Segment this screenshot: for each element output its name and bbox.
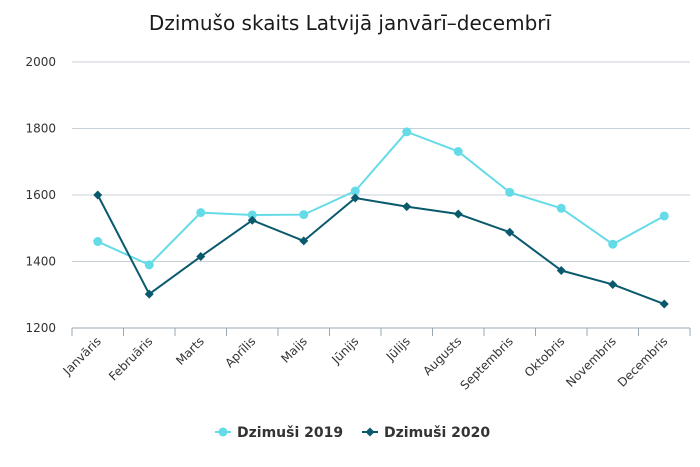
data-point[interactable] [505, 227, 515, 237]
chart-title: Dzimušo skaits Latvijā janvārī–decembrī [149, 11, 552, 35]
data-point[interactable] [402, 127, 412, 137]
y-axis-ticks: 1200 1400 1600 1800 2000 [25, 55, 56, 335]
data-point[interactable] [93, 190, 103, 200]
x-tick-label: Marts [173, 334, 207, 368]
x-tick-label: Septembris [458, 334, 516, 392]
x-tick-label: Februāris [106, 334, 155, 383]
data-point[interactable] [299, 210, 309, 220]
x-tick-label: Jūnijs [328, 334, 361, 367]
series-line [97, 130, 665, 266]
legend-label: Dzimuši 2019 [237, 425, 343, 441]
data-point[interactable] [196, 252, 206, 262]
legend-label: Dzimuši 2020 [384, 425, 490, 441]
data-point[interactable] [350, 193, 360, 203]
x-tick-label: Jūlijs [383, 334, 413, 364]
data-point[interactable] [144, 289, 154, 299]
series-1 [93, 127, 669, 270]
y-tick-label: 1400 [25, 255, 56, 269]
series-2 [93, 190, 669, 309]
x-axis-ticks: Janvāris Februāris Marts Aprīlis Maijs Jūnijs… [60, 328, 691, 393]
data-point[interactable] [402, 202, 412, 212]
series-lines [93, 127, 669, 309]
x-tick-label: Maijs [278, 334, 310, 366]
data-point[interactable] [350, 186, 360, 196]
legend-marker [218, 427, 228, 437]
y-tick-label: 1600 [25, 188, 56, 202]
legend-item[interactable]: Dzimuši 2020 [362, 425, 490, 441]
x-tick-label: Augusts [420, 334, 464, 378]
x-tick-label: Decembris [615, 334, 670, 389]
x-tick-label: Aprīlis [222, 334, 258, 370]
y-tick-label: 1800 [25, 122, 56, 136]
data-point[interactable] [659, 299, 669, 309]
data-point[interactable] [93, 237, 103, 247]
data-point[interactable] [659, 211, 669, 221]
x-tick-label: Janvāris [60, 334, 104, 378]
legend-item[interactable]: Dzimuši 2019 [215, 425, 343, 441]
y-tick-label: 1200 [25, 321, 56, 335]
data-point[interactable] [144, 260, 154, 270]
data-point[interactable] [505, 187, 515, 197]
data-point[interactable] [608, 279, 618, 289]
data-point[interactable] [196, 208, 206, 218]
data-point[interactable] [556, 265, 566, 275]
data-point[interactable] [247, 210, 257, 220]
legend-marker [365, 427, 375, 437]
x-tick-label: Oktobris [522, 334, 568, 380]
data-point[interactable] [247, 215, 257, 225]
data-point[interactable] [453, 209, 463, 219]
y-tick-label: 2000 [25, 55, 56, 69]
gridlines [72, 61, 690, 329]
data-point[interactable] [556, 203, 566, 213]
data-point[interactable] [299, 236, 309, 246]
data-point[interactable] [608, 239, 618, 249]
legend[interactable]: Dzimuši 2019 Dzimuši 2020 [215, 425, 490, 441]
x-tick-label: Novembris [563, 334, 619, 390]
data-point[interactable] [453, 146, 463, 156]
series-line [96, 194, 665, 305]
